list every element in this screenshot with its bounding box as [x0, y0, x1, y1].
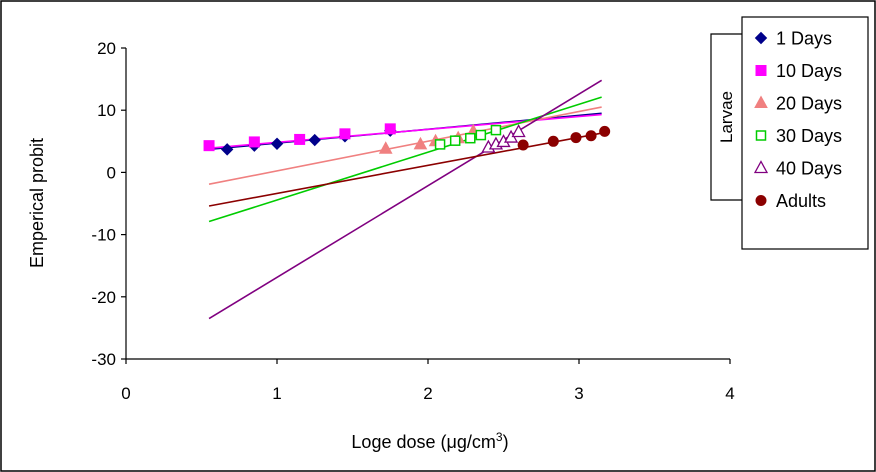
y-tick-label: -30	[91, 350, 116, 369]
larvae-bracket-label: Larvae	[717, 91, 736, 143]
legend-label-40-days: 40 Days	[776, 159, 842, 179]
data-points	[203, 123, 611, 156]
data-point-30-days	[465, 132, 476, 144]
legend: 1 Days 10 Days 20 Days 30 Days 40 Days Adults	[741, 16, 869, 250]
x-tick-label: 1	[272, 384, 281, 403]
larvae-bracket-line	[710, 33, 742, 201]
y-tick-label: -10	[91, 226, 116, 245]
data-point-30-days	[449, 135, 461, 146]
legend-label-1-days: 1 Days	[776, 29, 832, 49]
legend-marker-30-days	[755, 130, 767, 141]
data-point-10-days	[203, 140, 215, 152]
data-point-adults	[517, 139, 529, 151]
legend-marker-10-days	[755, 65, 767, 76]
data-point-10-days	[384, 123, 396, 135]
x-tick-label: 4	[725, 384, 734, 403]
y-tick-label: 20	[97, 39, 116, 58]
data-point-adults	[547, 135, 559, 147]
data-point-20-days	[413, 136, 428, 150]
trend-line-40-days	[208, 79, 603, 320]
data-point-adults	[599, 125, 611, 137]
data-point-10-days	[339, 128, 351, 140]
x-tick-label: 0	[121, 384, 130, 403]
x-axis-title-unit: μg/cm	[447, 432, 496, 452]
y-axis-title: Emperical probit	[27, 138, 47, 268]
larvae-bracket: Larvae	[710, 33, 742, 201]
x-axis-title-prefix: Loge dose (	[351, 432, 446, 452]
y-tick-label: 0	[107, 163, 116, 182]
trend-line-adults	[208, 131, 605, 207]
legend-label-adults: Adults	[776, 191, 826, 211]
data-point-10-days	[248, 136, 260, 148]
x-tick-label: 3	[574, 384, 583, 403]
legend-label-20-days: 20 Days	[776, 94, 842, 114]
data-point-30-days	[475, 129, 487, 141]
legend-marker-20-days	[754, 95, 768, 108]
legend-marker-40-days	[753, 160, 769, 174]
x-axis-title-suffix: )	[503, 432, 509, 452]
x-tick-label: 2	[423, 384, 432, 403]
data-point-adults	[585, 130, 597, 142]
data-point-1-days	[308, 133, 321, 147]
legend-marker-1-days	[754, 31, 768, 45]
axes: -30 -20 -10 0 10 20 0 1 2 3 4	[91, 39, 734, 403]
y-tick-label: 10	[97, 101, 116, 120]
x-axis-title: Loge dose (μg/cm3)	[351, 430, 508, 452]
data-point-1-days	[220, 143, 234, 156]
trend-line-30-days	[208, 96, 602, 223]
data-point-10-days	[294, 133, 306, 145]
y-tick-label: -20	[91, 288, 116, 307]
data-point-30-days	[490, 124, 502, 136]
data-point-adults	[570, 132, 582, 144]
data-point-20-days	[378, 141, 393, 154]
legend-marker-adults	[755, 195, 767, 206]
x-axis-title-superscript: 3	[496, 430, 503, 444]
data-point-30-days	[434, 139, 446, 150]
data-point-1-days	[270, 137, 284, 150]
data-point-40-days	[511, 124, 526, 138]
legend-label-10-days: 10 Days	[776, 61, 842, 81]
legend-label-30-days: 30 Days	[776, 126, 842, 146]
